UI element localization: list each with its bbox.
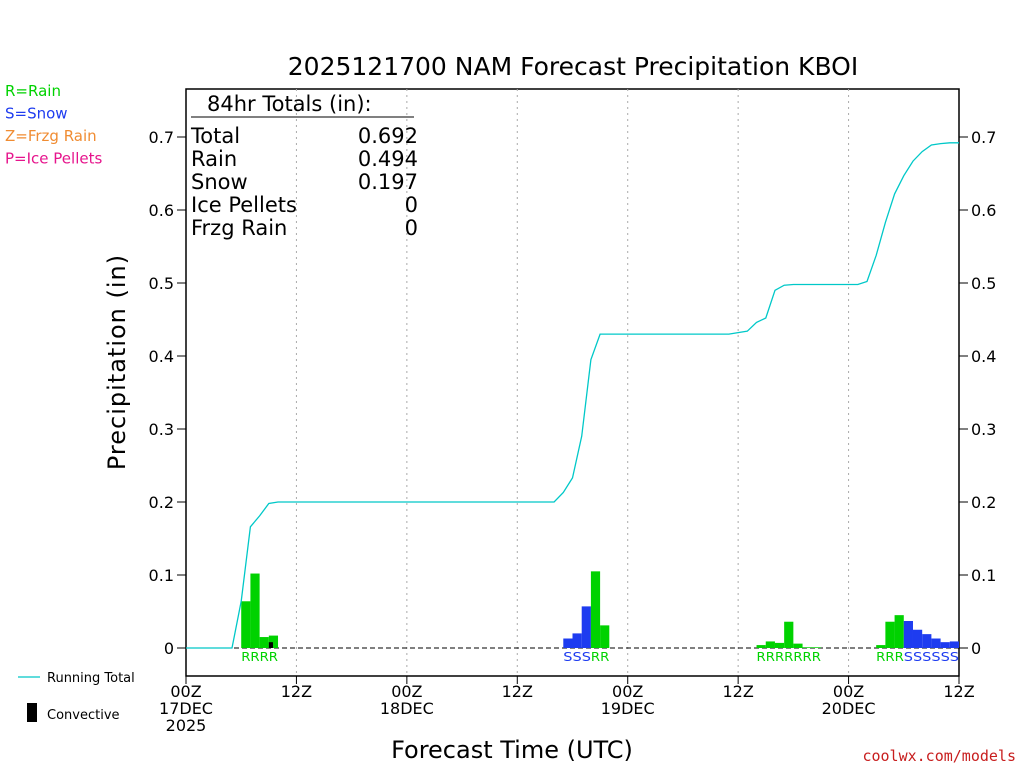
totals-row-value: 0.692 <box>358 124 418 148</box>
convective-legend-swatch <box>27 703 37 722</box>
totals-row-value: 0 <box>405 193 418 217</box>
type-label-r: RRR <box>876 650 904 664</box>
totals-row-value: 0.197 <box>358 170 418 194</box>
type-legend-r: R=Rain <box>5 82 61 100</box>
y-tick-label-right: 0.3 <box>971 420 996 439</box>
y-axis-label: Precipitation (in) <box>103 254 131 470</box>
running-total-legend-label: Running Total <box>47 671 135 686</box>
x-tick-label: 17DEC <box>159 699 213 718</box>
snow-bar <box>581 606 591 648</box>
x-tick-label: 12Z <box>722 682 753 701</box>
rain-bar <box>590 571 601 648</box>
totals-row-label: Ice Pellets <box>191 193 297 217</box>
rain-bar <box>268 635 279 648</box>
totals-row-label: Total <box>190 124 240 148</box>
y-tick-label-right: 0.6 <box>971 201 996 220</box>
rain-bar <box>784 621 794 648</box>
x-tick-label: 00Z <box>833 682 864 701</box>
x-tick-label: 19DEC <box>601 699 655 718</box>
rain-bar <box>250 573 260 648</box>
running-total-line <box>186 142 959 649</box>
rain-bar <box>259 637 269 648</box>
y-tick-label-right: 0 <box>971 639 981 658</box>
y-tick-label-right: 0.2 <box>971 493 996 512</box>
type-label-s: SSSSSS <box>904 650 959 664</box>
y-tick-label-right: 0.4 <box>971 347 996 366</box>
rain-bar <box>802 647 812 648</box>
chart-title: 2025121700 NAM Forecast Precipitation KB… <box>288 52 858 81</box>
y-axis-ticks: 0 00.1 0.10.2 0.20.3 0.30.4 0.40.5 0.50.6 0.60.… <box>149 128 997 658</box>
totals-row-value: 0.494 <box>358 147 418 171</box>
rain-bar <box>894 615 904 648</box>
type-legend-p: P=Ice Pellets <box>5 150 102 168</box>
snow-bar <box>940 642 950 648</box>
totals-row-label: Rain <box>191 147 237 171</box>
snow-bar <box>931 638 941 648</box>
type-legend-z: Z=Frzg Rain <box>5 127 97 145</box>
snow-bar <box>572 633 582 648</box>
y-tick-label-left: 0.5 <box>149 274 174 293</box>
y-tick-label-left: 0.2 <box>149 493 174 512</box>
snow-bar <box>563 638 573 648</box>
y-tick-label-left: 0.6 <box>149 201 174 220</box>
totals-row-label: Snow <box>191 170 248 194</box>
x-tick-label: 00Z <box>170 682 201 701</box>
rain-bar <box>765 641 775 648</box>
snow-bar <box>903 620 913 648</box>
x-tick-label: 18DEC <box>380 699 434 718</box>
totals-rows: Total 0.692 Rain 0.494 Snow 0.197 Ice Pellets 0… <box>190 124 418 240</box>
precip-type-labels: RRRR SSS RR RRRRRRR RRR SSSSSS <box>241 650 959 664</box>
x-tick-label: 20DEC <box>822 699 876 718</box>
y-tick-label-left: 0.7 <box>149 128 174 147</box>
x-tick-label: 00Z <box>391 682 422 701</box>
precip-bars <box>241 571 959 648</box>
type-label-r: RRRRRRR <box>757 650 821 664</box>
x-tick-label: 12Z <box>502 682 533 701</box>
x-tick-label: 12Z <box>943 682 974 701</box>
vertical-gridlines <box>295 89 850 676</box>
y-tick-label-left: 0.1 <box>149 566 174 585</box>
credit-text: coolwx.com/models <box>862 747 1016 765</box>
snow-bar <box>912 629 923 648</box>
bottom-legend: Running Total Convective <box>18 671 135 723</box>
totals-header: 84hr Totals (in): <box>207 92 372 116</box>
y-tick-label-left: 0.4 <box>149 347 174 366</box>
convective-legend-label: Convective <box>47 708 120 723</box>
rain-bar <box>811 647 821 648</box>
rain-bar <box>885 621 895 648</box>
y-tick-label-right: 0.7 <box>971 128 996 147</box>
x-tick-label: 2025 <box>166 716 207 735</box>
type-legend-s: S=Snow <box>5 105 68 123</box>
totals-row-label: Frzg Rain <box>191 216 287 240</box>
rain-bar <box>876 645 886 648</box>
x-tick-label: 00Z <box>612 682 643 701</box>
type-label-r: RRRR <box>241 650 278 664</box>
y-tick-label-left: 0 <box>164 639 174 658</box>
totals-box: 84hr Totals (in): Total 0.692 Rain 0.494 Sno… <box>190 92 418 240</box>
rain-bar <box>756 645 766 648</box>
rain-bar <box>241 601 251 648</box>
rain-bar <box>774 642 785 648</box>
rain-bar <box>600 625 610 648</box>
type-label-r: RR <box>591 650 609 664</box>
type-label-s: SSS <box>563 650 591 664</box>
x-tick-label: 12Z <box>281 682 312 701</box>
x-axis-label: Forecast Time (UTC) <box>391 736 633 764</box>
type-legend: R=Rain S=Snow Z=Frzg Rain P=Ice Pellets <box>5 82 102 168</box>
y-tick-label-right: 0.5 <box>971 274 996 293</box>
y-tick-label-right: 0.1 <box>971 566 996 585</box>
plot-frame <box>185 88 960 677</box>
y-tick-label-left: 0.3 <box>149 420 174 439</box>
snow-bar <box>922 634 932 648</box>
totals-row-value: 0 <box>405 216 418 240</box>
rain-bar <box>793 643 803 648</box>
snow-bar <box>949 641 959 648</box>
convective-bar <box>268 642 273 648</box>
